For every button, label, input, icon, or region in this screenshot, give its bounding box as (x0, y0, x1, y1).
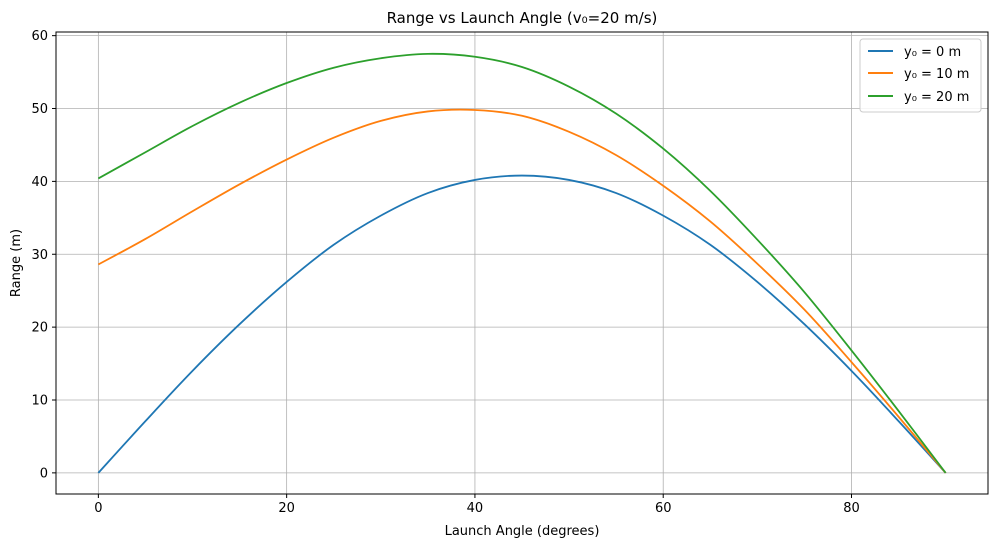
axis-ticks: 0 20 40 60 80 0 10 20 30 40 50 60 (31, 29, 859, 516)
legend-label-y0-20: y₀ = 20 m (904, 90, 969, 105)
series-line-1 (97, 108, 947, 474)
chart-title: Range vs Launch Angle (v₀=20 m/s) (387, 9, 658, 27)
series-line-0 (97, 174, 947, 474)
x-tick-label: 80 (843, 501, 860, 516)
y-tick-label: 30 (31, 248, 48, 263)
grid (56, 32, 988, 494)
x-axis-label: Launch Angle (degrees) (445, 524, 600, 539)
legend: y₀ = 0 m y₀ = 10 m y₀ = 20 m (859, 38, 982, 113)
x-tick-label: 0 (94, 501, 102, 516)
y-tick-label: 0 (40, 466, 48, 481)
y-tick-label: 20 (31, 321, 48, 336)
legend-label-y0-0: y₀ = 0 m (904, 45, 961, 60)
x-tick-label: 40 (467, 501, 484, 516)
series-lines (97, 52, 947, 474)
plot-frame (55, 31, 989, 495)
y-tick-label: 10 (31, 393, 48, 408)
y-axis-label: Range (m) (9, 229, 24, 297)
y-tick-label: 60 (31, 29, 48, 44)
legend-label-y0-10: y₀ = 10 m (904, 67, 969, 82)
y-tick-label: 50 (31, 102, 48, 117)
legend-box (859, 38, 982, 113)
x-tick-label: 60 (655, 501, 672, 516)
x-tick-label: 20 (278, 501, 295, 516)
series-line-2 (97, 52, 947, 474)
y-tick-label: 40 (31, 175, 48, 190)
